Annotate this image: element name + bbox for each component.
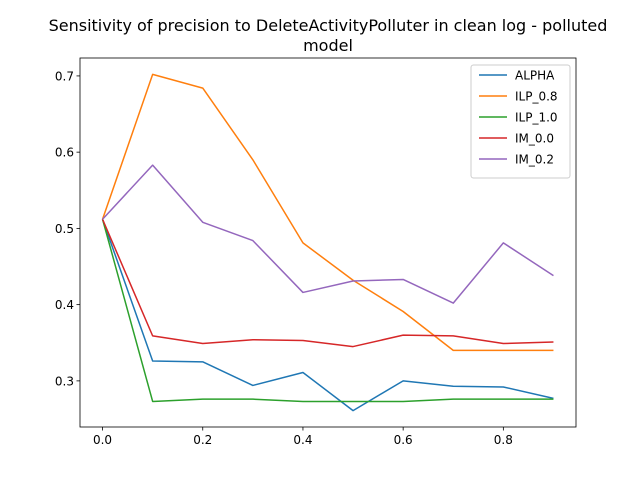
series-layer [101, 73, 554, 412]
x-tick-label: 0.8 [494, 433, 513, 447]
legend: ALPHA ILP_0.8 ILP_1.0 IM_0.0 IM_0.2 [470, 64, 571, 179]
x-tick-label: 0.6 [394, 433, 413, 447]
y-axis: 0.3 0.4 0.5 0.6 0.7 [55, 69, 80, 388]
legend-box [470, 64, 571, 179]
series-line-ilp-1-0 [101, 219, 554, 403]
legend-label-ilp-0-8: ILP_0.8 [515, 90, 558, 104]
chart-title-line-1: Sensitivity of precision to DeleteActivi… [49, 16, 608, 35]
legend-label-im-0-2: IM_0.2 [515, 153, 554, 167]
series-line-alpha [101, 219, 554, 412]
y-tick-label: 0.4 [55, 298, 74, 312]
chart-title-line-2: model [303, 36, 353, 55]
x-tick-label: 0.4 [293, 433, 312, 447]
x-tick-label: 0.2 [193, 433, 212, 447]
x-axis: 0.0 0.2 0.4 0.6 0.8 [93, 427, 513, 447]
series-line-ilp-0-8 [101, 73, 554, 352]
x-tick-label: 0.0 [93, 433, 112, 447]
legend-label-im-0-0: IM_0.0 [515, 132, 554, 146]
y-tick-label: 0.6 [55, 146, 74, 160]
legend-label-alpha: ALPHA [515, 69, 555, 83]
y-tick-label: 0.5 [55, 222, 74, 236]
series-line-im-0-0 [101, 218, 554, 348]
legend-label-ilp-1-0: ILP_1.0 [515, 111, 558, 125]
series-line-im-0-2 [101, 164, 554, 304]
y-tick-label: 0.7 [55, 69, 74, 83]
y-tick-label: 0.3 [55, 374, 74, 388]
